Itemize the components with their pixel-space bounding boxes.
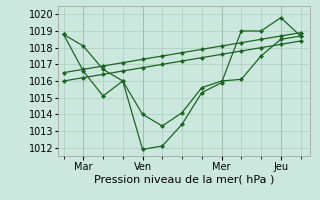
X-axis label: Pression niveau de la mer( hPa ): Pression niveau de la mer( hPa ) (94, 174, 274, 184)
